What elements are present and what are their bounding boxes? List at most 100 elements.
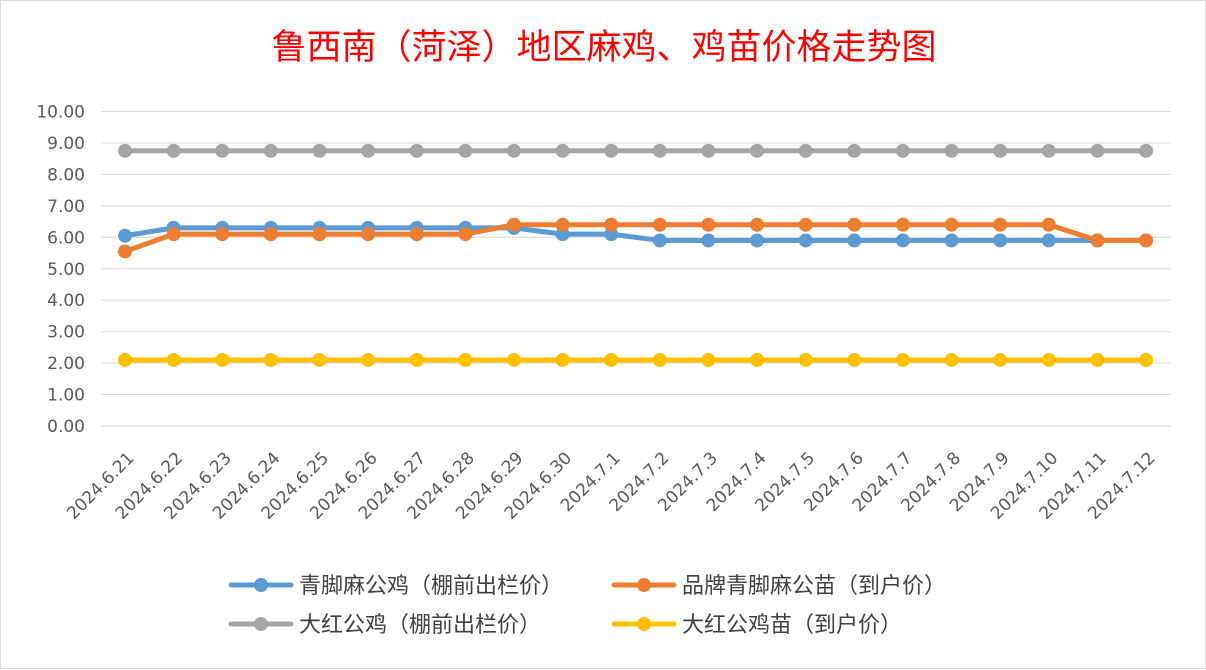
data-point xyxy=(1041,217,1056,232)
series-lines xyxy=(118,143,1154,367)
data-point xyxy=(652,352,667,367)
legend: 青脚麻公鸡（棚前出栏价） 品牌青脚麻公苗（到户价） 大红公鸡（棚前出栏价） 大红公鸡苗… xyxy=(228,574,946,638)
data-point xyxy=(652,233,667,248)
data-point xyxy=(604,143,619,158)
data-point xyxy=(458,227,473,242)
legend-label: 品牌青脚麻公苗（到户价） xyxy=(682,574,946,599)
data-point xyxy=(1139,143,1154,158)
data-point xyxy=(895,233,910,248)
data-point xyxy=(701,352,716,367)
data-point xyxy=(701,143,716,158)
data-point xyxy=(215,143,230,158)
legend-label: 大红公鸡（棚前出栏价） xyxy=(299,613,541,638)
data-point xyxy=(798,217,813,232)
data-point xyxy=(506,143,521,158)
data-point xyxy=(263,143,278,158)
y-tick-label: 2.00 xyxy=(47,354,85,374)
data-point xyxy=(750,233,765,248)
data-point xyxy=(263,227,278,242)
data-point xyxy=(847,217,862,232)
chart-title: 鲁西南（菏泽）地区麻鸡、鸡苗价格走势图 xyxy=(271,28,936,68)
data-point xyxy=(458,143,473,158)
y-tick-label: 6.00 xyxy=(47,228,85,248)
series-1 xyxy=(118,217,1154,259)
data-point xyxy=(555,143,570,158)
y-axis-ticks: 0.00 1.00 2.00 3.00 4.00 5.00 6.00 7.00 8.00 9.00… xyxy=(36,103,85,438)
series-3 xyxy=(118,352,1154,367)
data-point xyxy=(263,352,278,367)
series-line xyxy=(122,222,1149,254)
data-point xyxy=(604,352,619,367)
data-point xyxy=(1090,143,1105,158)
data-point xyxy=(118,352,132,367)
data-point xyxy=(506,352,521,367)
y-tick-label: 8.00 xyxy=(47,165,85,185)
data-point xyxy=(1139,352,1154,367)
data-point xyxy=(215,227,230,242)
data-point xyxy=(555,352,570,367)
data-point xyxy=(458,352,473,367)
data-point xyxy=(895,217,910,232)
data-point xyxy=(409,352,424,367)
y-tick-label: 9.00 xyxy=(47,134,85,154)
y-tick-label: 7.00 xyxy=(47,197,85,217)
data-point xyxy=(993,352,1008,367)
data-point xyxy=(701,217,716,232)
data-point xyxy=(798,233,813,248)
data-point xyxy=(166,143,181,158)
data-point xyxy=(1090,352,1105,367)
data-point xyxy=(944,143,959,158)
data-point xyxy=(798,143,813,158)
data-point xyxy=(993,233,1008,248)
data-point xyxy=(944,352,959,367)
data-point xyxy=(750,352,765,367)
legend-item: 青脚麻公鸡（棚前出栏价） xyxy=(228,574,563,599)
data-point xyxy=(215,352,230,367)
data-point xyxy=(798,352,813,367)
data-point xyxy=(312,227,327,242)
series-2 xyxy=(118,143,1154,158)
data-point xyxy=(312,352,327,367)
data-point xyxy=(750,217,765,232)
data-point xyxy=(652,143,667,158)
x-axis-ticks: 2024.6.212024.6.222024.6.232024.6.242024… xyxy=(63,448,1159,523)
gridlines xyxy=(101,111,1171,427)
data-point xyxy=(118,228,132,243)
data-point xyxy=(1041,233,1056,248)
series-line xyxy=(122,225,1149,243)
data-point xyxy=(847,352,862,367)
data-point xyxy=(361,143,376,158)
data-point xyxy=(312,143,327,158)
data-point xyxy=(895,352,910,367)
y-tick-label: 10.00 xyxy=(36,103,85,123)
data-point xyxy=(847,233,862,248)
y-tick-label: 0.00 xyxy=(47,417,85,437)
data-point xyxy=(1090,233,1105,248)
legend-item: 大红公鸡（棚前出栏价） xyxy=(228,613,541,638)
legend-item: 品牌青脚麻公苗（到户价） xyxy=(611,574,946,599)
y-tick-label: 4.00 xyxy=(47,291,85,311)
data-point xyxy=(1041,143,1056,158)
data-point xyxy=(166,352,181,367)
legend-label: 青脚麻公鸡（棚前出栏价） xyxy=(299,574,563,599)
data-point xyxy=(409,143,424,158)
data-point xyxy=(993,143,1008,158)
data-point xyxy=(993,217,1008,232)
legend-marker xyxy=(637,617,651,631)
data-point xyxy=(409,227,424,242)
data-point xyxy=(506,217,521,232)
data-point xyxy=(1139,233,1154,248)
data-point xyxy=(118,143,132,158)
data-point xyxy=(166,227,181,242)
data-point xyxy=(361,352,376,367)
y-tick-label: 3.00 xyxy=(47,323,85,343)
y-tick-label: 1.00 xyxy=(47,386,85,406)
data-point xyxy=(847,143,862,158)
data-point xyxy=(652,217,667,232)
legend-marker xyxy=(637,578,651,592)
data-point xyxy=(604,217,619,232)
data-point xyxy=(944,217,959,232)
data-point xyxy=(701,233,716,248)
